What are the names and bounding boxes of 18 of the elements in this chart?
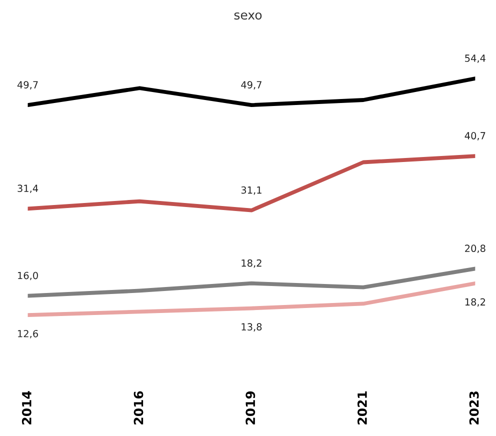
data-label: 16,0 (18, 272, 38, 280)
data-label: 40,7 (464, 132, 486, 140)
data-label: 18,2 (242, 259, 262, 268)
chart-title: sexo (234, 12, 262, 20)
data-label: 49,7 (241, 81, 262, 90)
x-tick-label: 2016 (134, 391, 144, 424)
data-label: 49,7 (17, 81, 38, 90)
x-tick-label: 2023 (469, 392, 479, 424)
data-label: 31,4 (18, 184, 38, 194)
data-label: 31,1 (241, 186, 262, 195)
x-tick-label: 2019 (246, 391, 256, 424)
x-tick-label: 2014 (22, 391, 32, 424)
data-label: 18,2 (465, 298, 486, 307)
data-label: 54,4 (465, 54, 486, 63)
x-tick-label: 2021 (357, 391, 367, 424)
data-label: 13,8 (242, 323, 262, 332)
data-label: 12,6 (18, 330, 38, 338)
data-label: 20,8 (465, 244, 486, 254)
